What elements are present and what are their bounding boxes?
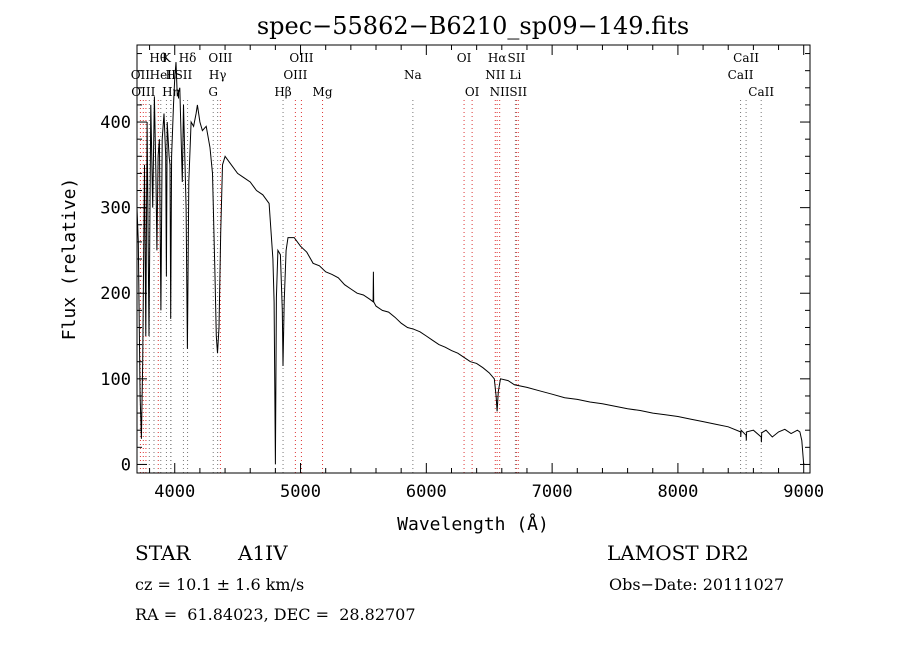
- coordinates: RA = 61.84023, DEC = 28.82707: [135, 605, 416, 624]
- line-marker-label: CaII: [728, 68, 754, 82]
- y-tick-label: 300: [100, 199, 131, 219]
- emission-line-markers: [139, 100, 762, 473]
- y-tick-label: 200: [100, 284, 131, 304]
- line-marker-label: H: [165, 68, 175, 82]
- y-tick-label: 400: [100, 113, 131, 133]
- line-marker-label: SII: [508, 51, 526, 65]
- redshift-cz: cz = 10.1 ± 1.6 km/s: [135, 575, 305, 594]
- line-marker-label: G: [208, 85, 218, 99]
- spectral-subclass: A1IV: [238, 541, 288, 565]
- line-marker-label: K: [162, 51, 172, 65]
- observation-date: Obs−Date: 20111027: [609, 575, 785, 594]
- line-marker-label: Hδ: [179, 51, 197, 65]
- x-tick-label: 8000: [657, 482, 698, 502]
- line-marker-label: NII: [490, 85, 510, 99]
- emission-line-labels: OII OIII Hθ HeI KH Hη SII Hδ G Hγ OIII Hβ OIII OIII Mg…: [131, 51, 775, 99]
- object-type: STAR: [135, 541, 191, 565]
- line-marker-label: CaII: [733, 51, 759, 65]
- line-marker-label: NII: [485, 68, 505, 82]
- line-marker-label: OIII: [283, 68, 307, 82]
- line-marker-label: Hθ: [149, 51, 167, 65]
- line-marker-label: OIII: [289, 51, 313, 65]
- line-marker-label: Hβ: [274, 85, 291, 99]
- line-marker-label: OII: [131, 68, 151, 82]
- x-tick-label: 5000: [280, 482, 321, 502]
- line-marker-label: Na: [404, 68, 422, 82]
- line-marker-label: OIII: [131, 85, 155, 99]
- y-axis-ticks: 0 100 200 300 400: [100, 53, 810, 475]
- line-marker-label: Hγ: [209, 68, 227, 82]
- y-tick-label: 0: [121, 455, 131, 475]
- y-axis-label: Flux (relative): [59, 178, 80, 341]
- line-marker-label: Hα: [488, 51, 507, 65]
- line-marker-label: Hη: [162, 85, 180, 99]
- plot-frame: [136, 44, 811, 474]
- line-marker-label: SII: [509, 85, 527, 99]
- x-tick-label: 6000: [406, 482, 447, 502]
- x-tick-label: 9000: [783, 482, 824, 502]
- survey-name: LAMOST DR2: [607, 541, 749, 565]
- line-marker-label: OIII: [208, 51, 232, 65]
- chart-title: spec−55862−B6210_sp09−149.fits: [257, 12, 689, 40]
- x-axis-ticks: 4000 5000 6000 7000 8000 9000: [149, 45, 824, 502]
- line-marker-label: Mg: [313, 85, 333, 99]
- x-tick-label: 7000: [532, 482, 573, 502]
- line-marker-label: Li: [509, 68, 521, 82]
- line-marker-label: OI: [465, 85, 480, 99]
- line-marker-label: OI: [457, 51, 472, 65]
- line-marker-label: CaII: [748, 85, 774, 99]
- x-tick-label: 4000: [154, 482, 195, 502]
- y-tick-label: 100: [100, 370, 131, 390]
- flux-spectrum-line: [136, 62, 805, 465]
- line-marker-label: SII: [175, 68, 193, 82]
- x-axis-label: Wavelength (Å): [397, 513, 549, 535]
- line-marker-label: HeI: [150, 68, 173, 82]
